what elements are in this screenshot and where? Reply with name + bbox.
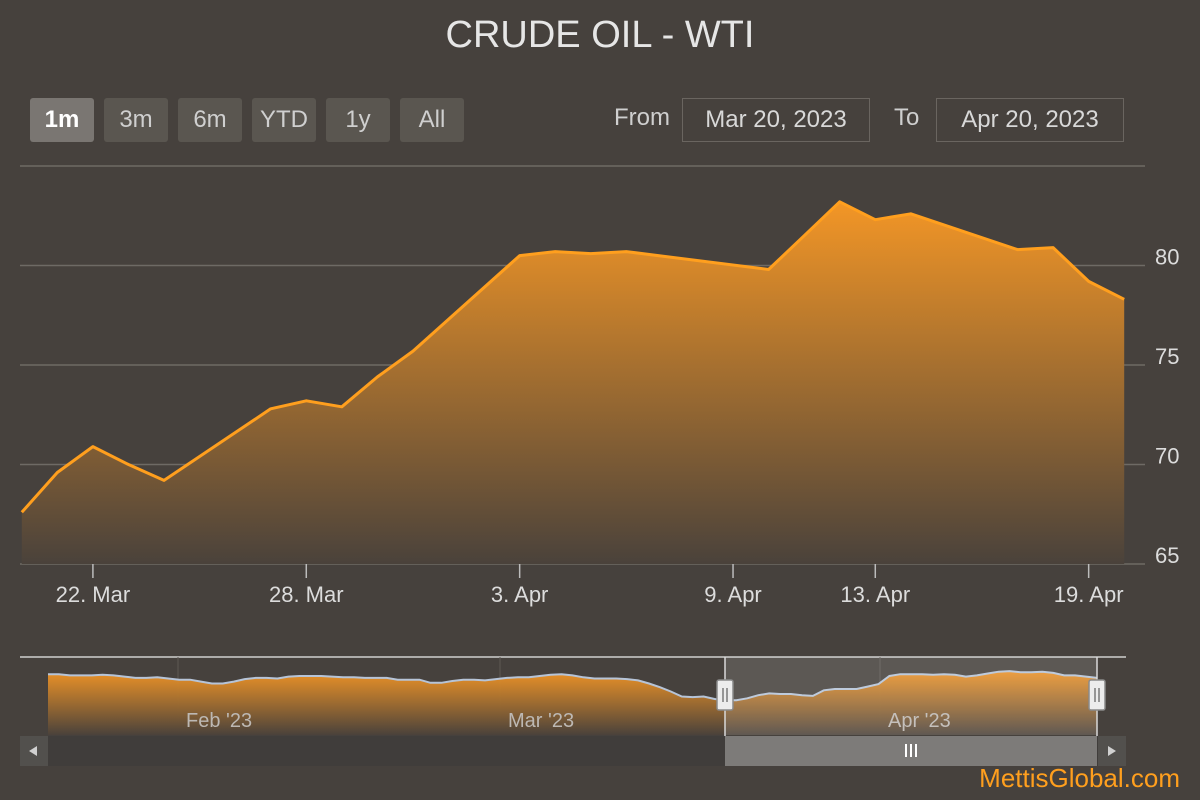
price-area	[21, 201, 1125, 565]
navigator[interactable]: Feb '23 Mar '23 Apr '23	[20, 656, 1126, 766]
x-tick-label: 13. Apr	[840, 582, 910, 607]
from-date-input[interactable]	[682, 98, 870, 142]
navigator-window	[725, 657, 1097, 735]
navigator-area	[48, 671, 1097, 735]
navigator-line	[48, 670, 1098, 702]
left-arrow-icon	[29, 746, 37, 756]
range-button-1y[interactable]: 1y	[326, 98, 390, 142]
range-button-3m[interactable]: 3m	[104, 98, 168, 142]
navigator-label: Feb '23	[186, 710, 252, 732]
price-line	[20, 200, 1125, 514]
x-tick-label: 9. Apr	[704, 582, 761, 607]
navigator-label: Mar '23	[508, 710, 574, 732]
y-tick-label: 65	[1155, 543, 1179, 568]
x-tick-label: 19. Apr	[1054, 582, 1124, 607]
right-arrow-icon	[1108, 746, 1116, 756]
navigator-left-handle[interactable]	[716, 679, 734, 711]
navigator-label: Apr '23	[888, 710, 951, 732]
to-label: To	[894, 104, 920, 131]
y-tick-label: 75	[1155, 344, 1179, 369]
x-tick-label: 28. Mar	[269, 582, 344, 607]
range-button-ytd[interactable]: YTD	[252, 98, 316, 142]
x-tick-label: 22. Mar	[56, 582, 131, 607]
chart-title: CRUDE OIL - WTI	[445, 14, 755, 56]
navigator-right-handle[interactable]	[1088, 679, 1106, 711]
y-tick-label: 70	[1155, 444, 1179, 469]
x-tick-label: 3. Apr	[491, 582, 548, 607]
range-button-1m[interactable]: 1m	[30, 98, 94, 142]
credit-text[interactable]: MettisGlobal.com	[979, 763, 1180, 793]
range-button-all[interactable]: All	[400, 98, 464, 142]
y-axis: 65 70 75 80	[1155, 245, 1179, 569]
x-axis: 22. Mar 28. Mar 3. Apr 9. Apr 13. Apr 19. Apr	[56, 564, 1124, 607]
to-date-input[interactable]	[936, 98, 1124, 142]
from-label: From	[614, 104, 670, 131]
range-button-6m[interactable]: 6m	[178, 98, 242, 142]
y-tick-label: 80	[1155, 245, 1179, 270]
